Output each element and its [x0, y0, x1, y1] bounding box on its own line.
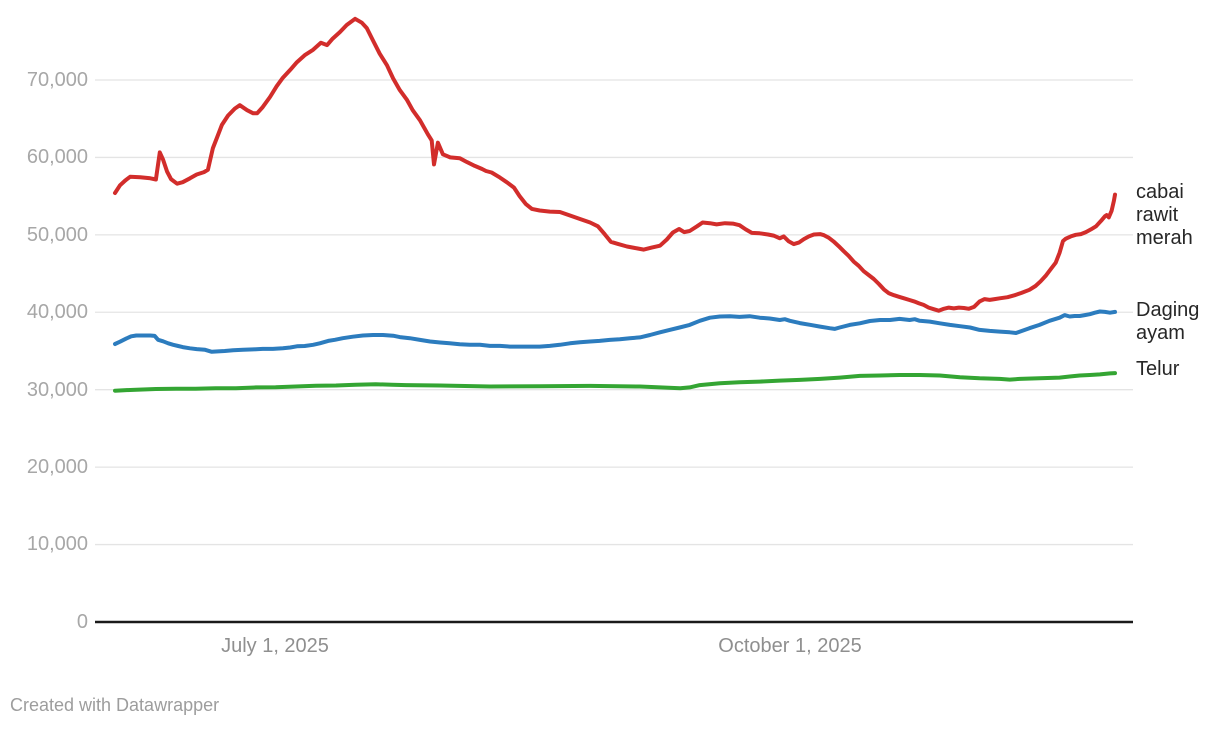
y-tick-label-40000: 40,000	[26, 301, 88, 323]
x-tick-label-july: July 1, 2025	[221, 635, 329, 657]
series-label-line: merah	[1136, 227, 1193, 249]
datawrapper-credit: Created with Datawrapper	[10, 695, 220, 715]
series-line-cabai-rawit-merah	[113, 16, 1117, 313]
horizontal-gridlines	[95, 79, 1133, 624]
x-tick-label-october: October 1, 2025	[718, 635, 862, 657]
series-label-line: Daging	[1136, 299, 1200, 321]
y-tick-label-20000: 20,000	[26, 456, 88, 478]
series-line-telur	[113, 371, 1117, 393]
series-lines	[113, 16, 1117, 393]
y-tick-label-50000: 50,000	[26, 224, 88, 246]
y-tick-label-0: 0	[76, 611, 88, 633]
series-label-line: rawit	[1136, 204, 1179, 226]
series-label-telur: Telur	[1136, 358, 1179, 381]
y-tick-label-70000: 70,000	[26, 69, 88, 91]
series-label-line: ayam	[1136, 322, 1185, 344]
series-label-line: cabai	[1136, 181, 1184, 203]
series-label-line: Telur	[1136, 358, 1180, 380]
y-tick-label-60000: 60,000	[26, 146, 88, 168]
y-tick-label-30000: 30,000	[26, 379, 88, 401]
y-tick-label-10000: 10,000	[26, 533, 88, 555]
series-label-cabai-rawit-merah: cabai rawit merah	[1136, 181, 1193, 250]
series-line-daging-ayam	[113, 309, 1117, 354]
series-label-daging-ayam: Daging ayam	[1136, 299, 1199, 345]
